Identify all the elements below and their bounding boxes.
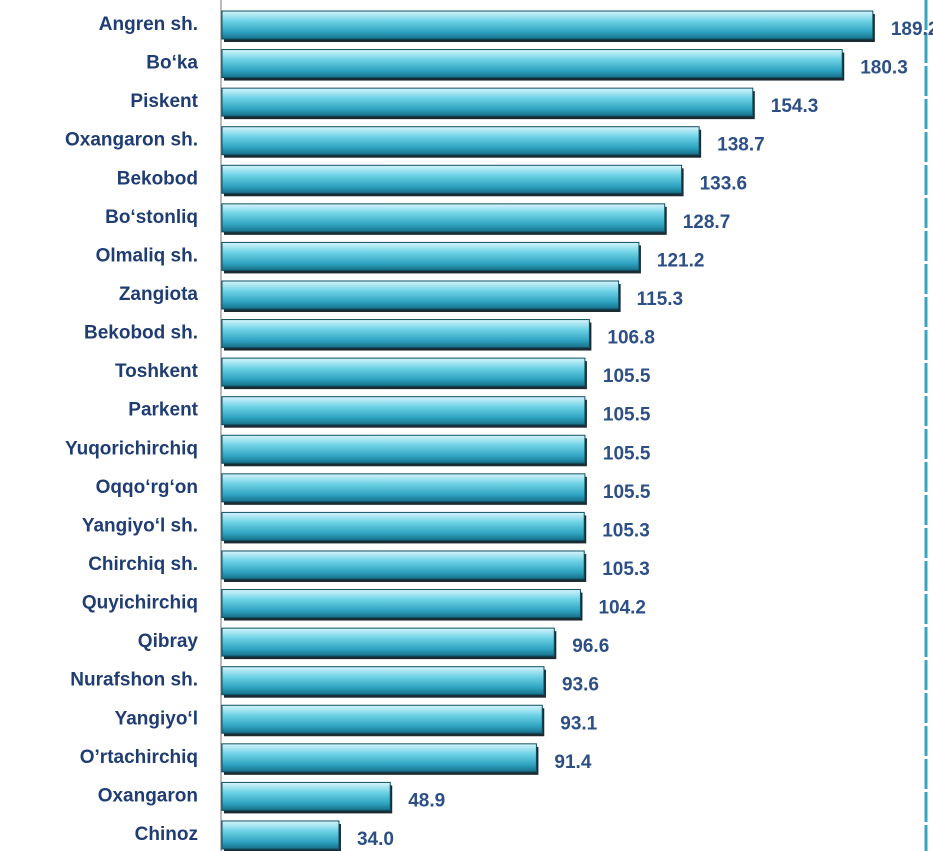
y-tick-label: Chinoz xyxy=(135,824,198,845)
value-label: 91.4 xyxy=(554,752,591,773)
y-tick-label: Yangiyo‘l sh. xyxy=(82,515,198,536)
value-label: 105.5 xyxy=(603,366,651,387)
y-tick-label: Piskent xyxy=(130,91,198,112)
value-label: 105.5 xyxy=(603,443,651,464)
bar xyxy=(221,473,586,503)
value-label: 93.6 xyxy=(562,675,599,696)
value-label: 96.6 xyxy=(572,636,609,657)
bar xyxy=(221,49,843,79)
y-tick-label: Yangiyo‘l xyxy=(115,708,198,729)
bar xyxy=(221,396,586,426)
value-label: 133.6 xyxy=(700,173,748,194)
bar xyxy=(221,241,640,271)
y-tick-label: Angren sh. xyxy=(99,14,198,35)
bar xyxy=(221,743,537,773)
value-label: 105.5 xyxy=(603,482,651,503)
y-tick-label: Qibray xyxy=(138,631,199,652)
value-label: 105.3 xyxy=(602,559,650,580)
value-label: 48.9 xyxy=(408,790,445,811)
value-label: 154.3 xyxy=(771,96,819,117)
bar xyxy=(221,820,340,850)
value-label: 105.3 xyxy=(602,520,650,541)
y-tick-label: Bo‘stonliq xyxy=(105,207,198,228)
bar xyxy=(221,666,545,696)
value-label: 104.2 xyxy=(598,598,646,619)
bar xyxy=(221,589,581,619)
bar xyxy=(221,550,585,580)
value-label: 180.3 xyxy=(860,58,908,79)
value-label: 128.7 xyxy=(683,212,731,233)
bar xyxy=(221,627,555,657)
y-tick-label: Quyichirchiq xyxy=(82,593,198,614)
y-tick-label: Bekobod xyxy=(117,168,198,189)
bar xyxy=(221,280,620,310)
bar xyxy=(221,319,590,349)
bar xyxy=(221,87,754,117)
y-tick-label: Toshkent xyxy=(115,361,199,382)
y-tick-label: Parkent xyxy=(128,400,198,421)
bar xyxy=(221,511,585,541)
bar xyxy=(221,357,586,387)
value-label: 115.3 xyxy=(637,289,684,310)
y-tick-label: O’rtachirchiq xyxy=(80,747,198,768)
y-tick-label: Olmaliq sh. xyxy=(96,245,198,266)
value-label: 105.5 xyxy=(603,405,651,426)
y-tick-label: Bekobod sh. xyxy=(84,323,198,344)
value-label: 93.1 xyxy=(560,713,597,734)
y-tick-label: Bo‘ka xyxy=(146,53,198,74)
value-label: 138.7 xyxy=(717,135,765,156)
y-tick-label: Oqqo‘rg‘on xyxy=(96,477,198,498)
bar xyxy=(221,434,586,464)
y-tick-label: Chirchiq sh. xyxy=(88,554,198,575)
y-tick-label: Zangiota xyxy=(119,284,199,305)
y-tick-label: Nurafshon sh. xyxy=(70,670,198,691)
bar xyxy=(221,203,666,233)
value-label: 121.2 xyxy=(657,250,705,271)
y-tick-label: Oxangaron xyxy=(98,785,198,806)
bar xyxy=(221,704,543,734)
y-tick-label: Yuqorichirchiq xyxy=(65,438,198,459)
bar xyxy=(221,126,700,156)
bar xyxy=(221,10,874,40)
value-label: 106.8 xyxy=(607,328,655,349)
bar xyxy=(221,164,683,194)
bar xyxy=(221,781,391,811)
value-label: 34.0 xyxy=(357,829,394,850)
value-label: 189.2 xyxy=(891,19,933,40)
y-tick-label: Oxangaron sh. xyxy=(65,130,198,151)
